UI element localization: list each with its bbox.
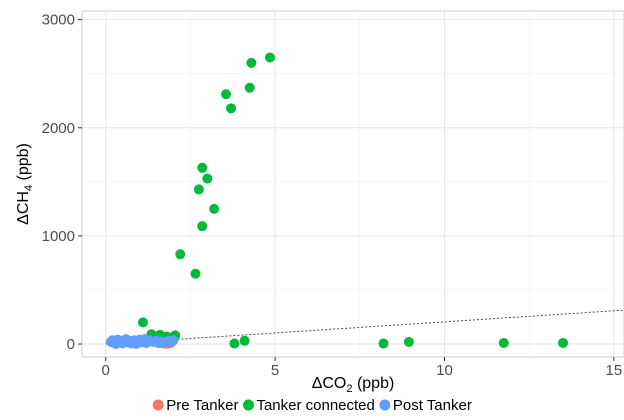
legend-key-post-tanker: [379, 399, 391, 411]
point-tanker-connected: [190, 268, 201, 279]
point-post-tanker: [121, 334, 132, 345]
point-tanker-connected: [175, 249, 186, 260]
point-tanker-connected: [220, 89, 231, 100]
y-axis-label: ΔCH4 (ppb): [15, 143, 35, 225]
point-tanker-connected: [498, 337, 509, 348]
point-tanker-connected: [558, 337, 569, 348]
point-tanker-connected: [197, 221, 208, 232]
point-tanker-connected: [239, 335, 250, 346]
point-tanker-connected: [378, 338, 389, 349]
x-tick-label: 0: [102, 362, 110, 379]
point-tanker-connected: [265, 52, 276, 63]
point-tanker-connected: [197, 162, 208, 173]
x-tick-label: 15: [605, 362, 622, 379]
data-points: [105, 52, 569, 350]
point-tanker-connected: [226, 103, 237, 114]
point-tanker-connected: [137, 317, 148, 328]
point-tanker-connected: [246, 57, 257, 68]
point-tanker-connected: [193, 184, 204, 195]
plot-panel: [81, 10, 624, 358]
y-tick-label: 2000: [42, 120, 75, 137]
legend-label-pre-tanker: Pre Tanker: [166, 397, 238, 414]
point-post-tanker: [131, 339, 142, 350]
x-axis-label: ΔCO2 (ppb): [312, 375, 395, 395]
legend-label-tanker-connected: Tanker connected: [256, 397, 374, 414]
point-post-tanker: [139, 334, 150, 345]
legend-label-post-tanker: Post Tanker: [393, 397, 472, 414]
point-post-tanker: [110, 339, 121, 350]
point-tanker-connected: [202, 173, 213, 184]
legend-key-tanker-connected: [242, 399, 254, 411]
y-tick-label: 1000: [42, 228, 75, 245]
reference-line: [105, 309, 624, 345]
y-tick-label: 0: [67, 336, 75, 353]
legend: Pre Tanker Tanker connected Post Tanker: [152, 397, 472, 414]
legend-key-pre-tanker: [152, 399, 164, 411]
point-tanker-connected: [229, 338, 240, 349]
point-post-tanker: [168, 335, 179, 346]
point-tanker-connected: [244, 82, 255, 93]
x-tick-label: 5: [271, 362, 279, 379]
point-tanker-connected: [209, 203, 220, 214]
x-tick-label: 10: [436, 362, 453, 379]
point-tanker-connected: [403, 336, 414, 347]
axis-ticks: 0 5 10 15 0 1000 2000 3000: [42, 12, 623, 379]
y-tick-label: 3000: [42, 12, 75, 29]
